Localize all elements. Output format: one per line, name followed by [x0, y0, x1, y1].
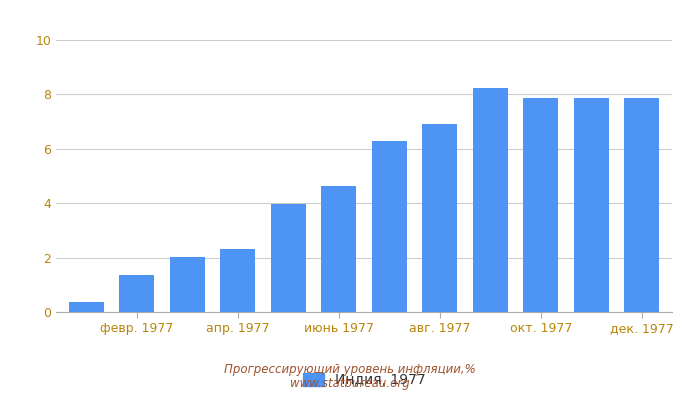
Bar	[220, 249, 256, 312]
Text: www.statbureau.org: www.statbureau.org	[290, 377, 410, 390]
Bar	[624, 98, 659, 312]
Bar	[169, 257, 205, 312]
Legend: Индия, 1977: Индия, 1977	[298, 368, 430, 393]
Bar	[523, 98, 559, 312]
Text: Прогрессирующий уровень инфляции,%: Прогрессирующий уровень инфляции,%	[224, 364, 476, 376]
Bar	[473, 88, 508, 312]
Bar	[372, 141, 407, 312]
Bar	[119, 275, 155, 312]
Bar	[69, 302, 104, 312]
Bar	[321, 186, 356, 312]
Bar	[271, 204, 306, 312]
Bar	[422, 124, 457, 312]
Bar	[573, 98, 609, 312]
